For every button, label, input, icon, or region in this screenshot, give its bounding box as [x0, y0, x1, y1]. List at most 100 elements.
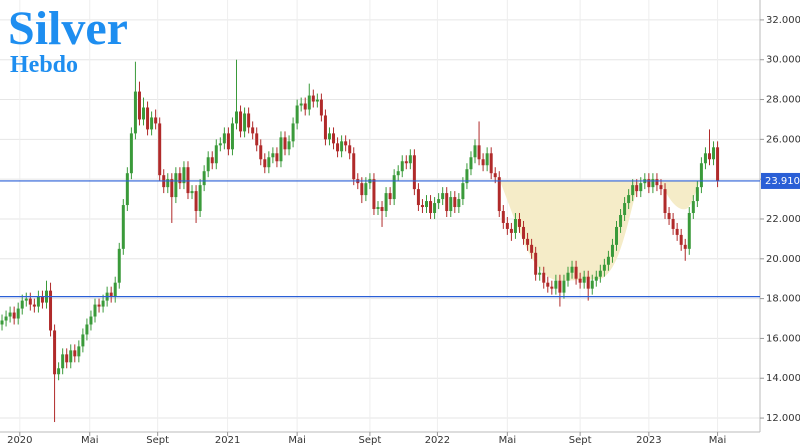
candle-body	[73, 350, 77, 357]
candle-body	[154, 117, 158, 124]
candle-body	[574, 266, 578, 279]
x-tick-label: Sept	[359, 435, 382, 446]
candle-body	[453, 197, 457, 208]
candle-body	[429, 201, 433, 214]
x-tick-label: 2022	[425, 435, 450, 446]
candle-body	[230, 123, 234, 150]
candle-body	[558, 280, 562, 293]
candle-body	[287, 141, 291, 150]
x-tick-label: Mai	[81, 435, 99, 446]
candle-body	[206, 157, 210, 172]
candle-body	[271, 153, 275, 158]
candle-body	[121, 205, 125, 249]
candle-body	[437, 199, 441, 204]
candle-body	[255, 133, 259, 146]
candle-body	[113, 282, 117, 297]
x-tick-label: Sept	[146, 435, 169, 446]
candle-body	[687, 213, 691, 249]
candle-body	[546, 282, 550, 287]
candle-body	[222, 133, 226, 144]
candle-body	[667, 213, 671, 219]
candle-body	[623, 203, 627, 215]
candle-body	[376, 207, 380, 210]
candle-body	[651, 179, 655, 188]
candle-body	[497, 177, 501, 212]
candle-body	[77, 346, 81, 357]
candle-body	[420, 205, 424, 208]
candle-body	[433, 203, 437, 214]
candle-body	[534, 252, 538, 275]
candle-body	[671, 218, 675, 229]
candle-body	[489, 153, 493, 174]
candle-body	[566, 272, 570, 281]
candle-body	[542, 272, 546, 283]
candle-body	[89, 316, 93, 325]
candle-body	[198, 185, 202, 212]
candle-body	[243, 113, 247, 132]
candle-body	[194, 191, 198, 212]
candle-body	[340, 141, 344, 152]
candle-body	[24, 298, 28, 301]
y-tick-label: 26.000	[766, 134, 800, 145]
candle-body	[570, 266, 574, 273]
x-tick-label: 2020	[7, 435, 32, 446]
candle-body	[137, 91, 141, 120]
candle-body	[315, 99, 319, 102]
candle-body	[348, 145, 352, 154]
y-tick-label: 28.000	[766, 95, 800, 106]
candle-body	[307, 95, 311, 110]
candle-body	[190, 191, 194, 194]
candle-body	[372, 179, 376, 210]
candle-body	[473, 145, 477, 158]
candle-body	[57, 368, 61, 375]
candle-body	[4, 316, 8, 321]
candle-body	[28, 298, 32, 305]
candle-body	[647, 179, 651, 188]
candle-body	[639, 183, 643, 192]
candle-body	[477, 145, 481, 160]
candle-body	[691, 201, 695, 214]
candle-body	[360, 183, 364, 196]
candle-body	[234, 111, 238, 124]
candle-body	[49, 290, 53, 331]
candle-body	[522, 226, 526, 239]
candle-body	[40, 296, 44, 303]
candle-body	[485, 153, 489, 166]
candle-body	[679, 234, 683, 245]
candle-body	[295, 105, 299, 124]
candle-body	[412, 155, 416, 190]
candle-body	[445, 193, 449, 212]
candle-body	[392, 175, 396, 200]
candle-body	[178, 173, 182, 184]
y-tick-label: 16.000	[766, 333, 800, 344]
candle-body	[505, 222, 509, 229]
candle-body	[703, 153, 707, 164]
candle-body	[517, 218, 521, 227]
candle-body	[20, 300, 24, 309]
candle-body	[214, 145, 218, 164]
candle-body	[158, 123, 162, 176]
candle-body	[299, 103, 303, 106]
candle-body	[364, 183, 368, 196]
candle-body	[598, 270, 602, 277]
candle-body	[101, 300, 105, 307]
candle-body	[267, 157, 271, 168]
candle-body	[218, 143, 222, 146]
candle-body	[251, 127, 255, 134]
candle-body	[174, 173, 178, 198]
y-tick-label: 22.000	[766, 214, 800, 225]
x-tick-label: 2021	[215, 435, 240, 446]
candle-body	[655, 179, 659, 186]
candle-body	[125, 173, 129, 206]
candle-body	[619, 215, 623, 227]
candle-body	[675, 228, 679, 235]
candle-body	[602, 264, 606, 271]
candle-body	[117, 248, 121, 283]
level-label-box	[761, 172, 800, 189]
y-tick-label: 12.000	[766, 413, 800, 424]
candle-body	[303, 103, 307, 110]
candle-body	[332, 133, 336, 144]
level-label: 23.910	[765, 176, 800, 187]
candle-body	[150, 117, 154, 130]
